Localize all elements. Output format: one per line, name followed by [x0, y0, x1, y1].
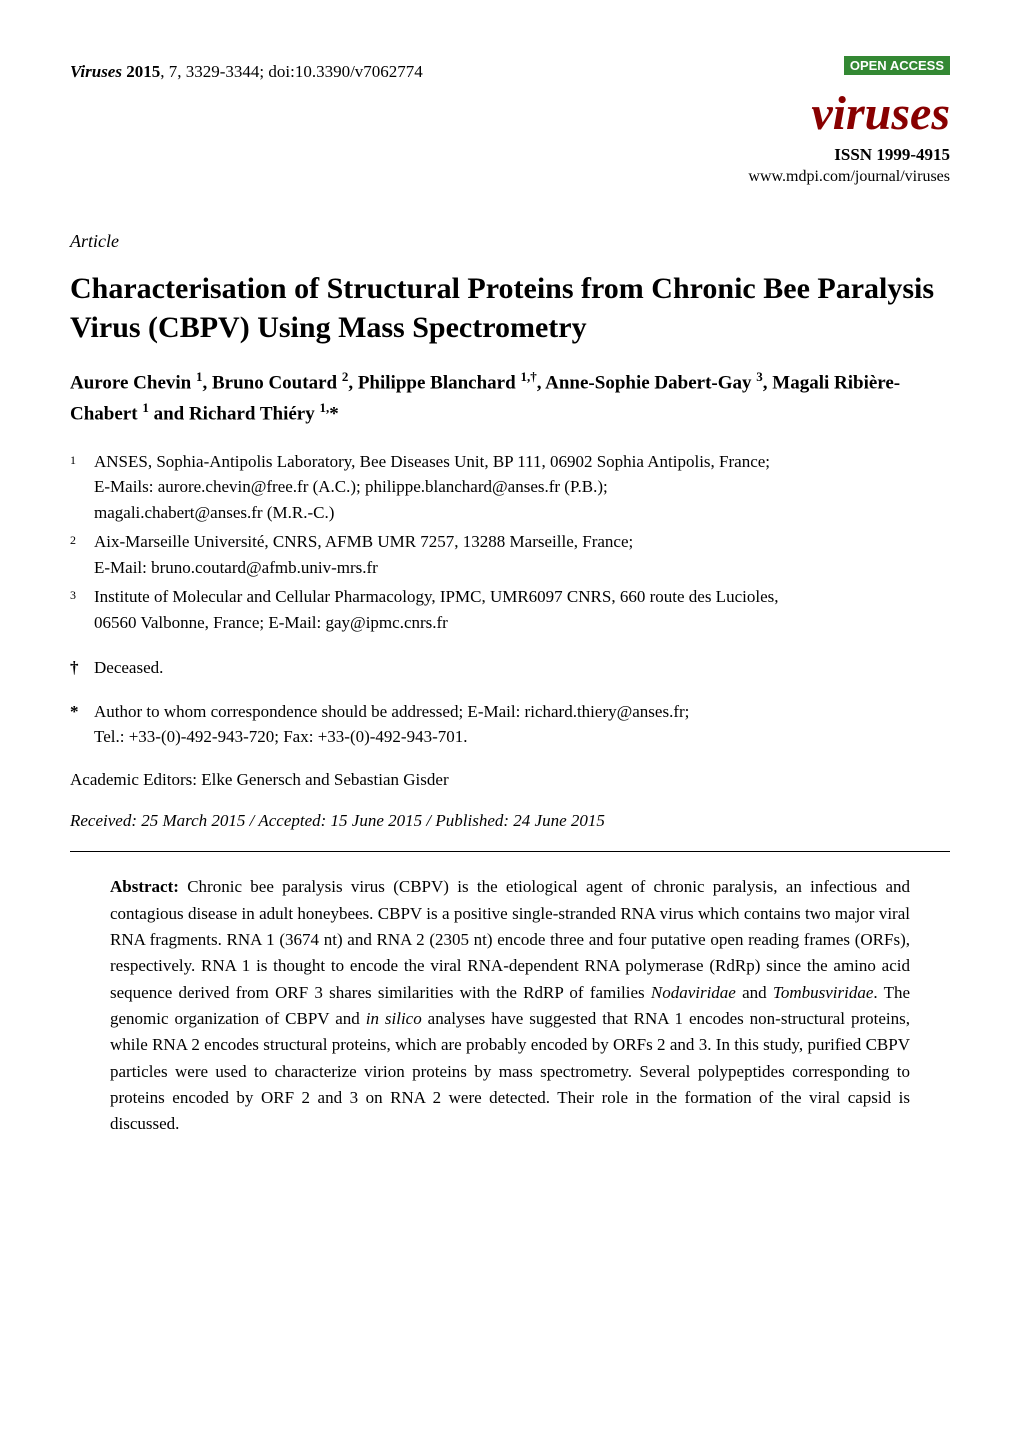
journal-url: www.mdpi.com/journal/viruses — [748, 166, 950, 188]
journal-logo: viruses — [748, 80, 950, 147]
affiliation-1: 1 ANSES, Sophia-Antipolis Laboratory, Be… — [70, 449, 950, 526]
issn: ISSN 1999-4915 — [748, 143, 950, 167]
affiliation-text: ANSES, Sophia-Antipolis Laboratory, Bee … — [94, 449, 950, 526]
article-dates: Received: 25 March 2015 / Accepted: 15 J… — [70, 809, 950, 833]
authors-list: Aurore Chevin 1, Bruno Coutard 2, Philip… — [70, 367, 950, 429]
dagger-note: † Deceased. — [70, 655, 950, 681]
dagger-symbol: † — [70, 655, 94, 681]
abstract-label: Abstract: — [110, 877, 179, 896]
academic-editors: Academic Editors: Elke Genersch and Seba… — [70, 768, 950, 792]
article-type: Article — [70, 229, 950, 254]
abstract: Abstract: Chronic bee paralysis virus (C… — [70, 874, 950, 1137]
correspondence-note: * Author to whom correspondence should b… — [70, 699, 950, 750]
affiliation-text: Aix-Marseille Université, CNRS, AFMB UMR… — [94, 529, 950, 580]
citation-journal: Viruses — [70, 62, 122, 81]
correspondence-symbol: * — [70, 699, 94, 750]
article-title: Characterisation of Structural Proteins … — [70, 269, 950, 347]
journal-branding: OPEN ACCESS viruses ISSN 1999-4915 www.m… — [748, 55, 950, 189]
divider — [70, 851, 950, 852]
affiliation-num: 1 — [70, 449, 94, 526]
affiliations: 1 ANSES, Sophia-Antipolis Laboratory, Be… — [70, 449, 950, 636]
affiliation-num: 2 — [70, 529, 94, 580]
header-row: Viruses 2015, 7, 3329-3344; doi:10.3390/… — [70, 60, 950, 189]
affiliation-3: 3 Institute of Molecular and Cellular Ph… — [70, 584, 950, 635]
correspondence-text: Author to whom correspondence should be … — [94, 699, 689, 750]
citation-year: 2015 — [126, 62, 160, 81]
affiliation-2: 2 Aix-Marseille Université, CNRS, AFMB U… — [70, 529, 950, 580]
citation: Viruses 2015, 7, 3329-3344; doi:10.3390/… — [70, 60, 423, 84]
open-access-badge: OPEN ACCESS — [844, 56, 950, 75]
citation-rest: , 7, 3329-3344; doi:10.3390/v7062774 — [160, 62, 423, 81]
affiliation-text: Institute of Molecular and Cellular Phar… — [94, 584, 950, 635]
dagger-text: Deceased. — [94, 655, 163, 681]
abstract-text: Chronic bee paralysis virus (CBPV) is th… — [110, 877, 910, 1133]
affiliation-num: 3 — [70, 584, 94, 635]
